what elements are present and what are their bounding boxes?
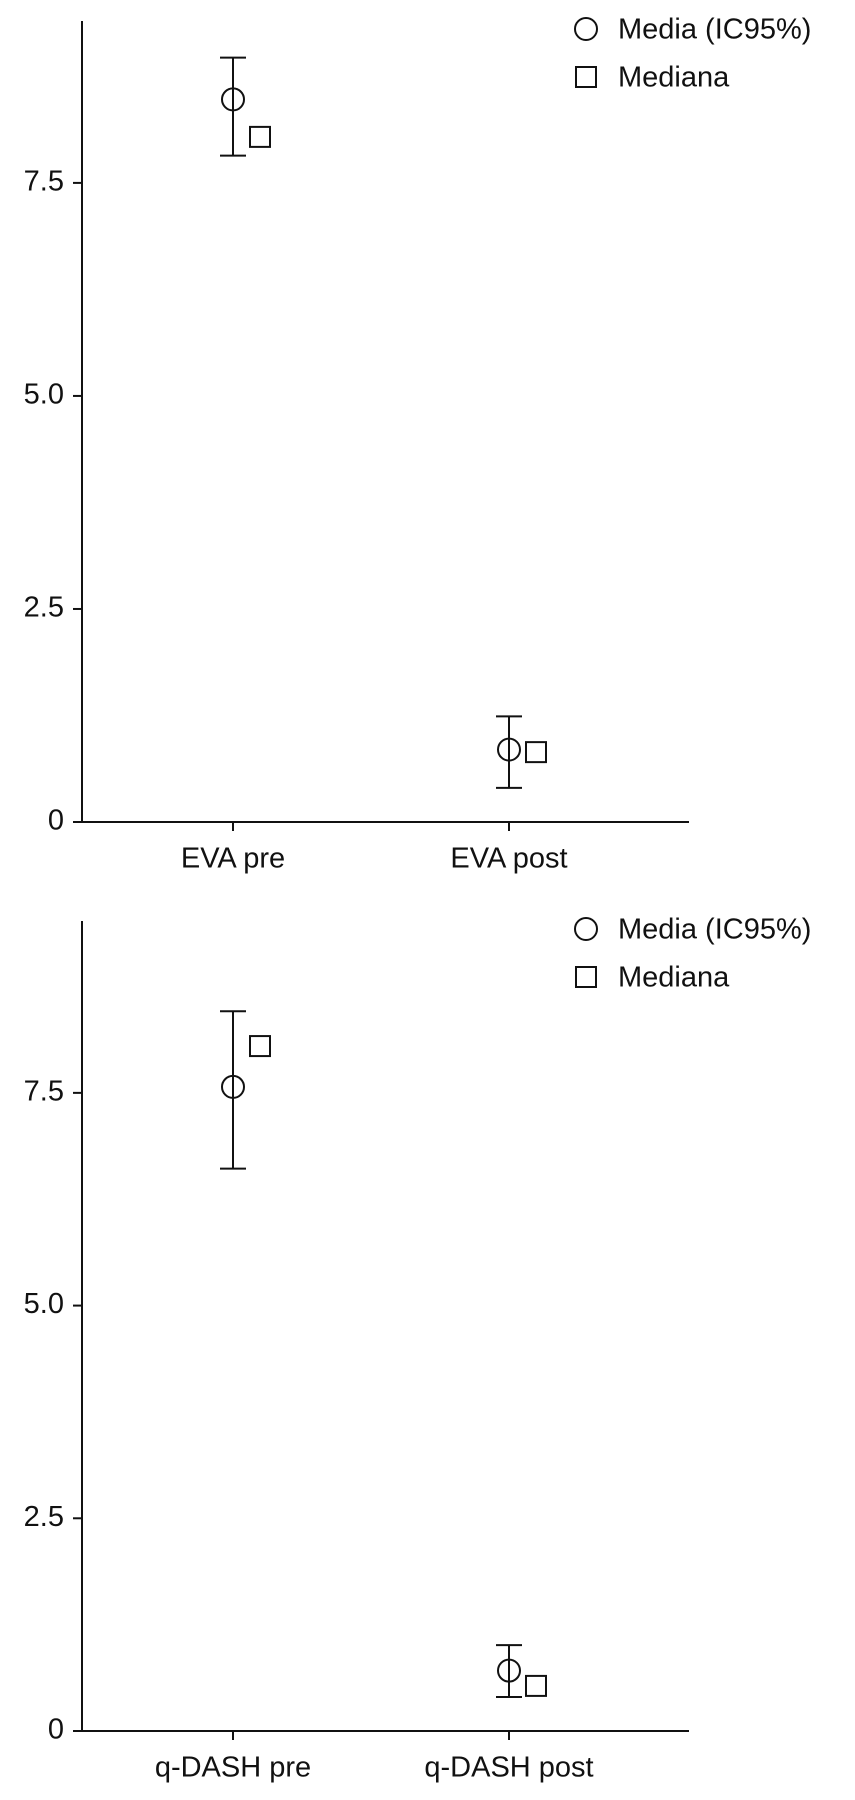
legend-symbol [574, 917, 598, 941]
y-tick-label: 5.0 [24, 1288, 64, 1320]
legend-symbol [575, 966, 597, 988]
legend-label: Media (IC95%) [618, 914, 811, 946]
x-tick-label: EVA post [450, 843, 567, 875]
y-tick-label: 5.0 [24, 379, 64, 411]
legend-symbol [575, 66, 597, 88]
y-tick-label: 7.5 [24, 166, 64, 198]
mean-marker [497, 737, 521, 762]
mean-marker [497, 1658, 521, 1683]
legend-label: Mediana [618, 962, 730, 994]
y-tick-label: 2.5 [24, 1501, 64, 1533]
median-marker [525, 741, 547, 764]
legend-label: Media (IC95%) [618, 14, 811, 46]
legend-symbol [574, 17, 598, 41]
median-marker [249, 1035, 271, 1058]
y-tick-label: 0 [48, 805, 64, 837]
legend-label: Mediana [618, 62, 730, 94]
median-marker [525, 1674, 547, 1697]
median-marker [249, 125, 271, 148]
y-tick-label: 7.5 [24, 1076, 64, 1108]
x-tick-label: EVA pre [181, 843, 285, 875]
x-tick-label: q-DASH post [424, 1752, 593, 1784]
y-tick-label: 0 [48, 1714, 64, 1746]
mean-marker [221, 87, 245, 112]
x-tick-label: q-DASH pre [155, 1752, 311, 1784]
mean-marker [221, 1074, 245, 1099]
y-tick-label: 2.5 [24, 592, 64, 624]
